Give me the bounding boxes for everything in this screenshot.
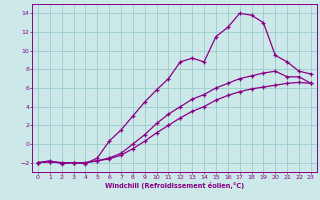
X-axis label: Windchill (Refroidissement éolien,°C): Windchill (Refroidissement éolien,°C) xyxy=(105,182,244,189)
